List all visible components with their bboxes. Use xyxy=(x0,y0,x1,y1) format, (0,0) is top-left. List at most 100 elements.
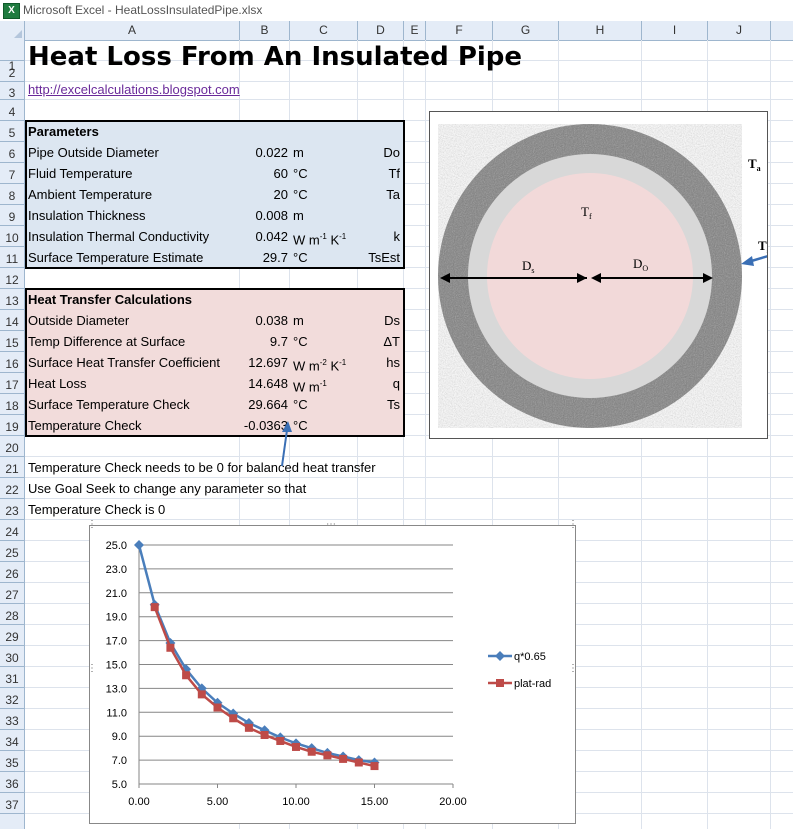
row-header-33[interactable]: 33 xyxy=(0,709,24,730)
row-header-26[interactable]: 26 xyxy=(0,562,24,583)
row-header-16[interactable]: 16 xyxy=(0,352,24,373)
data-point xyxy=(244,723,253,732)
calc-value[interactable]: 12.697 xyxy=(248,355,288,370)
col-header-c[interactable]: C xyxy=(290,21,358,40)
col-header-h[interactable]: H xyxy=(559,21,642,40)
blog-link[interactable]: http://excelcalculations.blogspot.com xyxy=(28,82,240,97)
select-all-button[interactable] xyxy=(0,21,25,40)
pipe-cross-section: Ta Tf Ts Ds DO xyxy=(438,124,776,428)
row-header-13[interactable]: 13 xyxy=(0,289,24,310)
param-label: Insulation Thermal Conductivity xyxy=(28,229,210,244)
row-header-37[interactable]: 37 xyxy=(0,793,24,814)
param-value[interactable]: 0.042 xyxy=(255,229,288,244)
param-unit: °C xyxy=(293,187,308,202)
x-tick-label: 5.00 xyxy=(207,796,228,808)
row-header-4[interactable]: 4 xyxy=(0,100,24,121)
col-header-j[interactable]: J xyxy=(708,21,771,40)
chart-object[interactable]: ⋮ ⋯ ⋮ ⋮ ⋮ 5.0 7.0 9.0 11.0 13.0 15.0 17.0 19.0 2… xyxy=(87,519,578,824)
insulated-pipe-diagram[interactable]: Ta Tf Ts Ds DO xyxy=(429,111,776,439)
row-header-14[interactable]: 14 xyxy=(0,310,24,331)
calc-label: Temp Difference at Surface xyxy=(28,334,186,349)
y-tick-label: 11.0 xyxy=(106,707,127,719)
data-point xyxy=(196,683,207,694)
calc-value[interactable]: 29.664 xyxy=(248,397,288,412)
row-header-30[interactable]: 30 xyxy=(0,646,24,667)
row-header-18[interactable]: 18 xyxy=(0,394,24,415)
row-header-29[interactable]: 29 xyxy=(0,625,24,646)
y-tick-label: 19.0 xyxy=(106,612,127,624)
param-value[interactable]: 0.022 xyxy=(255,145,288,160)
param-symbol: TsEst xyxy=(368,250,400,265)
row-header-34[interactable]: 34 xyxy=(0,730,24,751)
y-tick-label: 23.0 xyxy=(106,564,127,576)
col-header-g[interactable]: G xyxy=(493,21,559,40)
label-tf: Tf xyxy=(581,204,592,221)
row-header-1[interactable]: 1 xyxy=(0,40,24,73)
data-point xyxy=(260,731,269,740)
row-header-10[interactable]: 10 xyxy=(0,226,24,247)
chart-resize-handle-tl[interactable]: ⋮ xyxy=(87,519,97,530)
chart-resize-handle-left[interactable]: ⋮ xyxy=(87,663,97,674)
window-title: Microsoft Excel - HeatLossInsulatedPipe.… xyxy=(23,3,263,17)
row-header-11[interactable]: 11 xyxy=(0,247,24,268)
row-header-17[interactable]: 17 xyxy=(0,373,24,394)
row-header-36[interactable]: 36 xyxy=(0,772,24,793)
row-header-28[interactable]: 28 xyxy=(0,604,24,625)
series-line-0 xyxy=(137,544,375,764)
y-tick-label: 13.0 xyxy=(106,683,127,695)
parameters-header: Parameters xyxy=(28,124,99,139)
calc-label: Temperature Check xyxy=(28,418,142,433)
param-label: Ambient Temperature xyxy=(28,187,153,202)
row-header-12[interactable]: 12 xyxy=(0,268,24,289)
row-header-7[interactable]: 7 xyxy=(0,163,24,184)
param-value[interactable]: 20 xyxy=(273,187,288,202)
y-tick-label: 17.0 xyxy=(106,636,127,648)
data-point xyxy=(292,742,300,751)
param-label: Insulation Thickness xyxy=(28,208,146,223)
parameters-panel xyxy=(25,120,405,269)
row-header-23[interactable]: 23 xyxy=(0,499,24,520)
col-header-i[interactable]: I xyxy=(642,21,708,40)
calc-label: Surface Temperature Check xyxy=(28,397,190,412)
col-header-d[interactable]: D xyxy=(358,21,404,40)
chart-resize-handle-tr[interactable]: ⋮ xyxy=(568,519,578,530)
data-point xyxy=(276,736,285,745)
row-header-8[interactable]: 8 xyxy=(0,184,24,205)
row-header-24[interactable]: 24 xyxy=(0,520,24,541)
data-point xyxy=(354,758,363,767)
row-header-32[interactable]: 32 xyxy=(0,688,24,709)
row-header-15[interactable]: 15 xyxy=(0,331,24,352)
col-header-b[interactable]: B xyxy=(240,21,290,40)
row-header-2[interactable]: 2 xyxy=(0,61,24,82)
row-header-27[interactable]: 27 xyxy=(0,583,24,604)
column-header-bar: A B C D E F G H I J xyxy=(0,21,793,41)
row-header-35[interactable]: 35 xyxy=(0,751,24,772)
calc-value[interactable]: 9.7 xyxy=(269,334,288,349)
chart-resize-handle-top[interactable]: ⋯ xyxy=(326,519,336,530)
row-header-3[interactable]: 3 xyxy=(0,82,24,100)
param-value[interactable]: 0.008 xyxy=(255,208,288,223)
row-header-21[interactable]: 21 xyxy=(0,457,24,478)
row-header-25[interactable]: 25 xyxy=(0,541,24,562)
row-header-31[interactable]: 31 xyxy=(0,667,24,688)
calc-value[interactable]: 14.648 xyxy=(248,376,288,391)
row-header-6[interactable]: 6 xyxy=(0,142,24,163)
row-header-9[interactable]: 9 xyxy=(0,205,24,226)
row-header-20[interactable]: 20 xyxy=(0,436,24,457)
col-header-e[interactable]: E xyxy=(404,21,426,40)
col-header-a[interactable]: A xyxy=(25,21,240,40)
x-tick-label: 10.00 xyxy=(282,796,310,808)
param-value[interactable]: 29.7 xyxy=(262,250,288,265)
calc-value[interactable]: -0.0363 xyxy=(243,418,288,433)
row-header-bar: 1 2 3 4 5 6 7 8 9 10 11 12 13 14 15 16 17 18 19 20 21 22 23 24 2… xyxy=(0,40,25,829)
calc-value[interactable]: 0.038 xyxy=(255,313,288,328)
row-header-19[interactable]: 19 xyxy=(0,415,24,436)
chart-resize-handle-right[interactable]: ⋮ xyxy=(568,663,578,674)
row-header-5[interactable]: 5 xyxy=(0,121,24,142)
col-header-f[interactable]: F xyxy=(426,21,493,40)
param-unit: °C xyxy=(293,166,308,181)
param-value[interactable]: 60 xyxy=(273,166,288,181)
series-line-1 xyxy=(153,606,375,768)
row-header-22[interactable]: 22 xyxy=(0,478,24,499)
legend-label-1: plat-rad xyxy=(514,678,551,690)
